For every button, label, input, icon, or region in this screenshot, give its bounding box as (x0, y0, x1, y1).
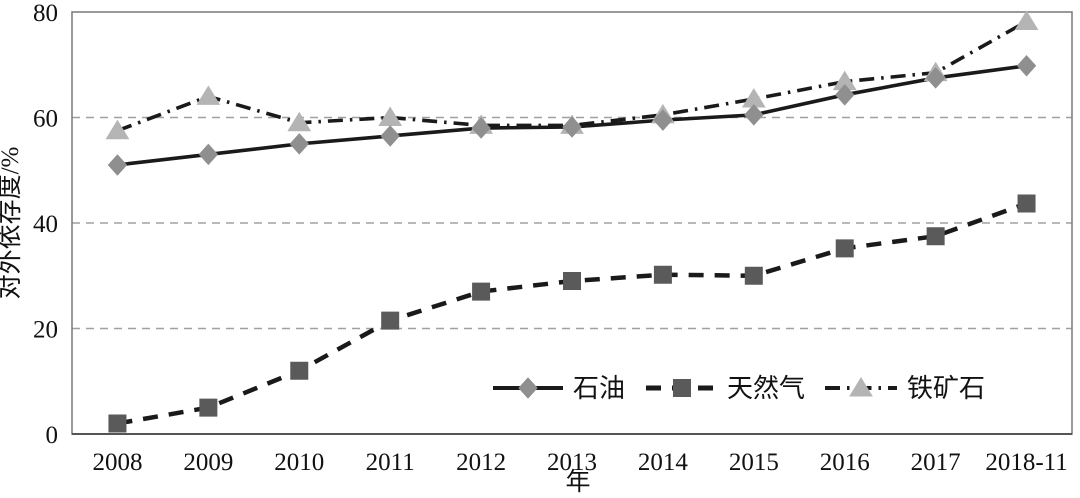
legend-label: 石油 (573, 374, 625, 403)
axis-tick-labels: 0 20 40 60 80 2008 2009 2010 2011 2012 2013 2014 201… (33, 0, 1068, 476)
gas-point-2009 (199, 398, 218, 417)
gas-point-2012 (472, 282, 491, 301)
x-tick-label: 2010 (274, 449, 324, 476)
plot-border (71, 11, 1073, 435)
oil-point-2011 (380, 125, 400, 147)
y-tick-label: 80 (33, 0, 58, 27)
legend-marker-diamond (518, 377, 538, 399)
x-tick-label: 2018-11 (985, 449, 1067, 476)
oil-point-2014 (653, 109, 673, 131)
x-tick-label: 2008 (92, 449, 142, 476)
legend-item-gas: 天然气 (646, 374, 805, 403)
gas-line (117, 201, 1028, 426)
x-tick-label: 2015 (729, 449, 779, 476)
x-tick-label: 2013 (547, 449, 597, 476)
oil-point-2016 (835, 84, 855, 106)
oil-point-2018-11 (1016, 55, 1037, 77)
x-tick-label: 2009 (183, 449, 233, 476)
oil-point-2012 (471, 117, 491, 139)
y-tick-label: 40 (33, 211, 58, 238)
y-tick-label: 20 (33, 317, 58, 344)
gas-point-2010 (290, 361, 309, 380)
gas-point-2017 (926, 227, 945, 246)
iron-ore-point-2008 (105, 119, 130, 140)
oil-point-2017 (925, 67, 946, 89)
y-tick-label: 0 (46, 422, 59, 449)
gas-point-2018-11 (1017, 194, 1036, 213)
gas-point-2011 (381, 311, 400, 330)
data-series (105, 10, 1039, 433)
legend: 石油 天然气 铁矿石 (493, 374, 985, 403)
gridlines (72, 116, 1072, 330)
legend-label: 天然气 (727, 374, 805, 403)
plot-frame (71, 11, 1073, 435)
x-axis-title: 年 (565, 468, 590, 496)
legend-item-iron-ore: 铁矿石 (825, 374, 985, 403)
iron-ore-point-2009 (196, 85, 221, 105)
legend-marker-square (673, 379, 691, 397)
iron-ore-point-2018-11 (1014, 10, 1039, 30)
x-tick-label: 2012 (456, 449, 506, 476)
iron-ore-line (116, 19, 1028, 133)
gas-point-2008 (108, 414, 127, 433)
gas-point-2013 (563, 272, 581, 291)
oil-point-2010 (289, 133, 309, 155)
y-tick-label: 60 (33, 106, 58, 133)
iron-ore-point-2010 (287, 111, 312, 132)
x-tick-label: 2011 (366, 449, 415, 476)
gas-point-2016 (835, 239, 854, 258)
gas-point-2014 (653, 265, 672, 284)
oil-point-2013 (562, 116, 582, 138)
oil-point-2009 (198, 143, 219, 166)
legend-label: 铁矿石 (907, 374, 985, 403)
oil-point-2015 (744, 104, 764, 126)
legend-marker-triangle (849, 377, 873, 397)
oil-point-2008 (107, 154, 128, 176)
x-tick-label: 2014 (638, 449, 689, 476)
legend-item-oil: 石油 (493, 374, 625, 403)
y-axis-title: 对外依存度/% (0, 147, 24, 300)
gas-point-2015 (744, 266, 763, 285)
x-tick-label: 2017 (911, 449, 961, 476)
x-tick-label: 2016 (820, 449, 870, 476)
